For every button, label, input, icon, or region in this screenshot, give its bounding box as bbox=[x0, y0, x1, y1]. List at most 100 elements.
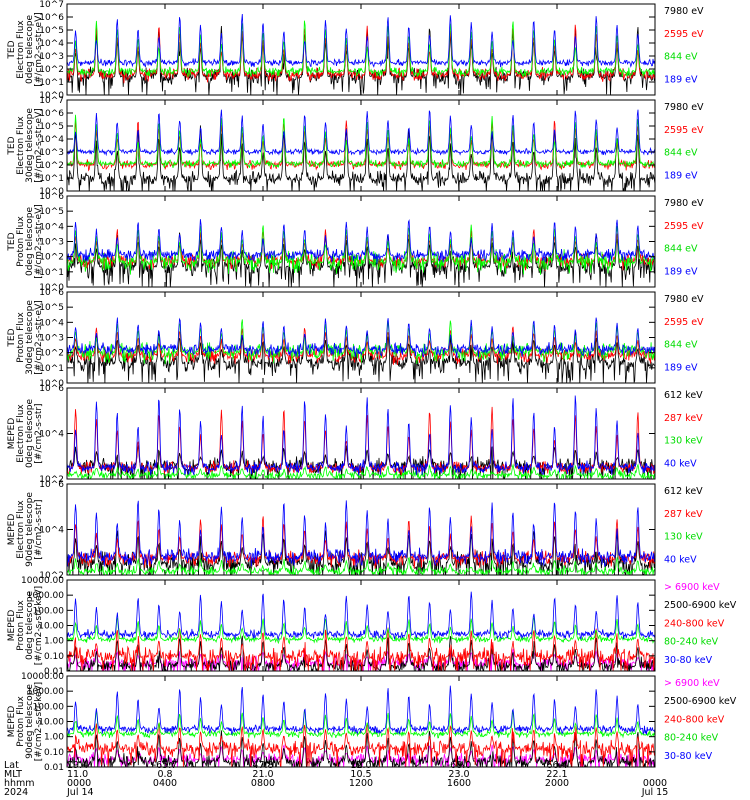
y-tick-label: 10^3 bbox=[39, 52, 64, 62]
y-axis-label: 90deg telescope bbox=[25, 684, 35, 759]
y-tick-label: 10^2 bbox=[39, 253, 64, 263]
x-tick-label-lat: 12.0 bbox=[350, 760, 371, 771]
y-tick-label: 10^6 bbox=[39, 384, 64, 394]
legend-entry: 189 eV bbox=[664, 170, 698, 181]
y-tick-label: 1000.00 bbox=[27, 687, 64, 697]
series-line-2-3 bbox=[67, 114, 655, 170]
x-tick-label-date: Jul 14 bbox=[66, 787, 94, 798]
x-tick-label-lat: 19.4 bbox=[67, 760, 88, 771]
y-axis-label: 0deg telescope bbox=[25, 399, 35, 469]
series-line-1-2 bbox=[67, 24, 655, 84]
y-axis-label: [#/cm2-s-str] bbox=[34, 499, 44, 559]
y-tick-label: 0.10 bbox=[44, 652, 64, 662]
y-tick-label: 10^6 bbox=[39, 288, 64, 298]
x-tick-label-lat: 66.4 bbox=[546, 760, 567, 771]
x-tick-label-hhmm: 0800 bbox=[251, 778, 275, 789]
y-axis-label: 0deg telescope bbox=[25, 15, 35, 85]
x-tick-label-date: Jul 15 bbox=[641, 787, 669, 798]
legend-entry: 844 eV bbox=[664, 148, 698, 159]
y-axis-label: Proton Flux bbox=[16, 216, 26, 267]
legend-entry: 40 keV bbox=[664, 554, 697, 565]
x-row-label-hhmm: hhmm bbox=[4, 778, 35, 789]
legend-entry: 240-800 keV bbox=[664, 618, 725, 629]
y-axis-label: 0deg telescope bbox=[25, 207, 35, 277]
y-axis-label: TED bbox=[7, 328, 17, 347]
y-tick-label: 10^4 bbox=[39, 222, 64, 232]
legend-entry: 30-80 keV bbox=[664, 751, 713, 762]
y-axis-label: [#/cm2-s-str-eV] bbox=[34, 108, 44, 183]
y-axis-label: Proton Flux bbox=[16, 600, 26, 651]
series-line-1-1 bbox=[67, 25, 655, 95]
series-line-6-4 bbox=[67, 500, 655, 568]
y-axis-label: 30deg telescope bbox=[25, 108, 35, 183]
x-tick-label-mlt: 23.0 bbox=[448, 769, 469, 780]
legend-entry: 844 eV bbox=[664, 52, 698, 63]
x-tick-label-mlt: 21.0 bbox=[252, 769, 273, 780]
series-line-1-4 bbox=[67, 13, 655, 68]
series-line-3-1 bbox=[67, 232, 655, 287]
y-axis-label: 30deg telescope bbox=[25, 300, 35, 375]
legend-entry: 80-240 keV bbox=[664, 637, 719, 648]
y-tick-label: 10^4 bbox=[39, 39, 64, 49]
y-tick-label: 10^2 bbox=[39, 571, 64, 581]
y-tick-label: 10^2 bbox=[39, 65, 64, 75]
legend-entry: 612 keV bbox=[664, 486, 703, 497]
panel-3: 10^0 10^1 10^2 10^3 10^4 10^5 10^6 TED Proton Fl… bbox=[7, 192, 704, 293]
legend-entry: 7980 eV bbox=[664, 6, 704, 17]
panel-8: 0.01 0.10 1.00 10.00 100.00 1000.00 10000.00 ME… bbox=[7, 672, 737, 773]
y-axis-label: Electron Flux bbox=[16, 20, 26, 79]
legend-entry: 844 eV bbox=[664, 340, 698, 351]
panel-frame bbox=[66, 579, 656, 672]
panel-5: 10^2 10^4 10^6 MEPED Electron Flux 0deg teles… bbox=[7, 384, 703, 485]
y-tick-label: 10^1 bbox=[39, 268, 64, 278]
y-tick-label: 10^0 bbox=[39, 187, 64, 197]
panel-6: 10^2 10^4 10^6 MEPED Electron Flux 90deg tele… bbox=[7, 480, 703, 581]
y-tick-label: 10^7 bbox=[39, 0, 64, 10]
y-tick-label: 10^0 bbox=[39, 91, 64, 101]
x-tick-label-lat: -68.0 bbox=[447, 760, 472, 771]
y-tick-label: 10^6 bbox=[39, 13, 64, 23]
y-tick-label: 10^4 bbox=[39, 526, 64, 536]
legend-entry: 80-240 keV bbox=[664, 733, 719, 744]
legend-entry: 2500-6900 keV bbox=[664, 696, 737, 707]
y-axis-label: 0deg telescope bbox=[25, 591, 35, 661]
y-tick-label: 10^5 bbox=[39, 303, 64, 313]
series-line-3-4 bbox=[67, 219, 655, 265]
legend-entry: 844 eV bbox=[664, 244, 698, 255]
y-axis-label: [#/cm2-s-str-eV] bbox=[34, 204, 44, 279]
legend-entry: 287 keV bbox=[664, 509, 703, 520]
y-axis-label: Electron Flux bbox=[16, 116, 26, 175]
x-tick-label-lat: 47.8 bbox=[252, 760, 273, 771]
y-tick-label: 10^6 bbox=[39, 480, 64, 490]
y-tick-label: 10^2 bbox=[39, 349, 64, 359]
legend-entry: 130 keV bbox=[664, 436, 703, 447]
y-axis-label: [#/cm2-s-str-eV] bbox=[34, 12, 44, 87]
y-tick-label: 1.00 bbox=[44, 733, 64, 743]
x-row-label-mlt: MLT bbox=[4, 769, 22, 780]
y-axis-label: Proton Flux bbox=[16, 312, 26, 363]
series-line-8-5 bbox=[67, 685, 655, 736]
y-axis-label: Proton Flux bbox=[16, 696, 26, 747]
x-tick-label-hhmm: 1600 bbox=[447, 778, 471, 789]
legend-entry: 2595 eV bbox=[664, 29, 704, 40]
panel-1: 10^0 10^1 10^2 10^3 10^4 10^5 10^6 10^7 TED Elect… bbox=[7, 0, 704, 101]
y-tick-label: 10^6 bbox=[39, 192, 64, 202]
x-tick-label-mlt: 0.8 bbox=[157, 769, 172, 780]
y-tick-label: 10.00 bbox=[38, 718, 64, 728]
y-axis-label: [#/cm2-s-str-eV] bbox=[34, 300, 44, 375]
legend-entry: 287 keV bbox=[664, 413, 703, 424]
legend-entry: 189 eV bbox=[664, 362, 698, 373]
x-tick-label-hhmm: 0000 bbox=[643, 778, 667, 789]
legend-entry: 612 keV bbox=[664, 390, 703, 401]
x-tick-label-hhmm: 2000 bbox=[545, 778, 569, 789]
series-line-3-3 bbox=[67, 224, 655, 275]
series-line-7-5 bbox=[67, 591, 655, 641]
legend-entry: 2500-6900 keV bbox=[664, 600, 737, 611]
legend-entry: 130 keV bbox=[664, 532, 703, 543]
y-tick-label: 10^5 bbox=[39, 207, 64, 217]
y-tick-label: 10^3 bbox=[39, 238, 64, 248]
x-tick-label-mlt: 10.5 bbox=[350, 769, 371, 780]
series-line-5-4 bbox=[67, 395, 655, 477]
legend-entry: 189 eV bbox=[664, 74, 698, 85]
series-line-4-3 bbox=[67, 319, 655, 365]
